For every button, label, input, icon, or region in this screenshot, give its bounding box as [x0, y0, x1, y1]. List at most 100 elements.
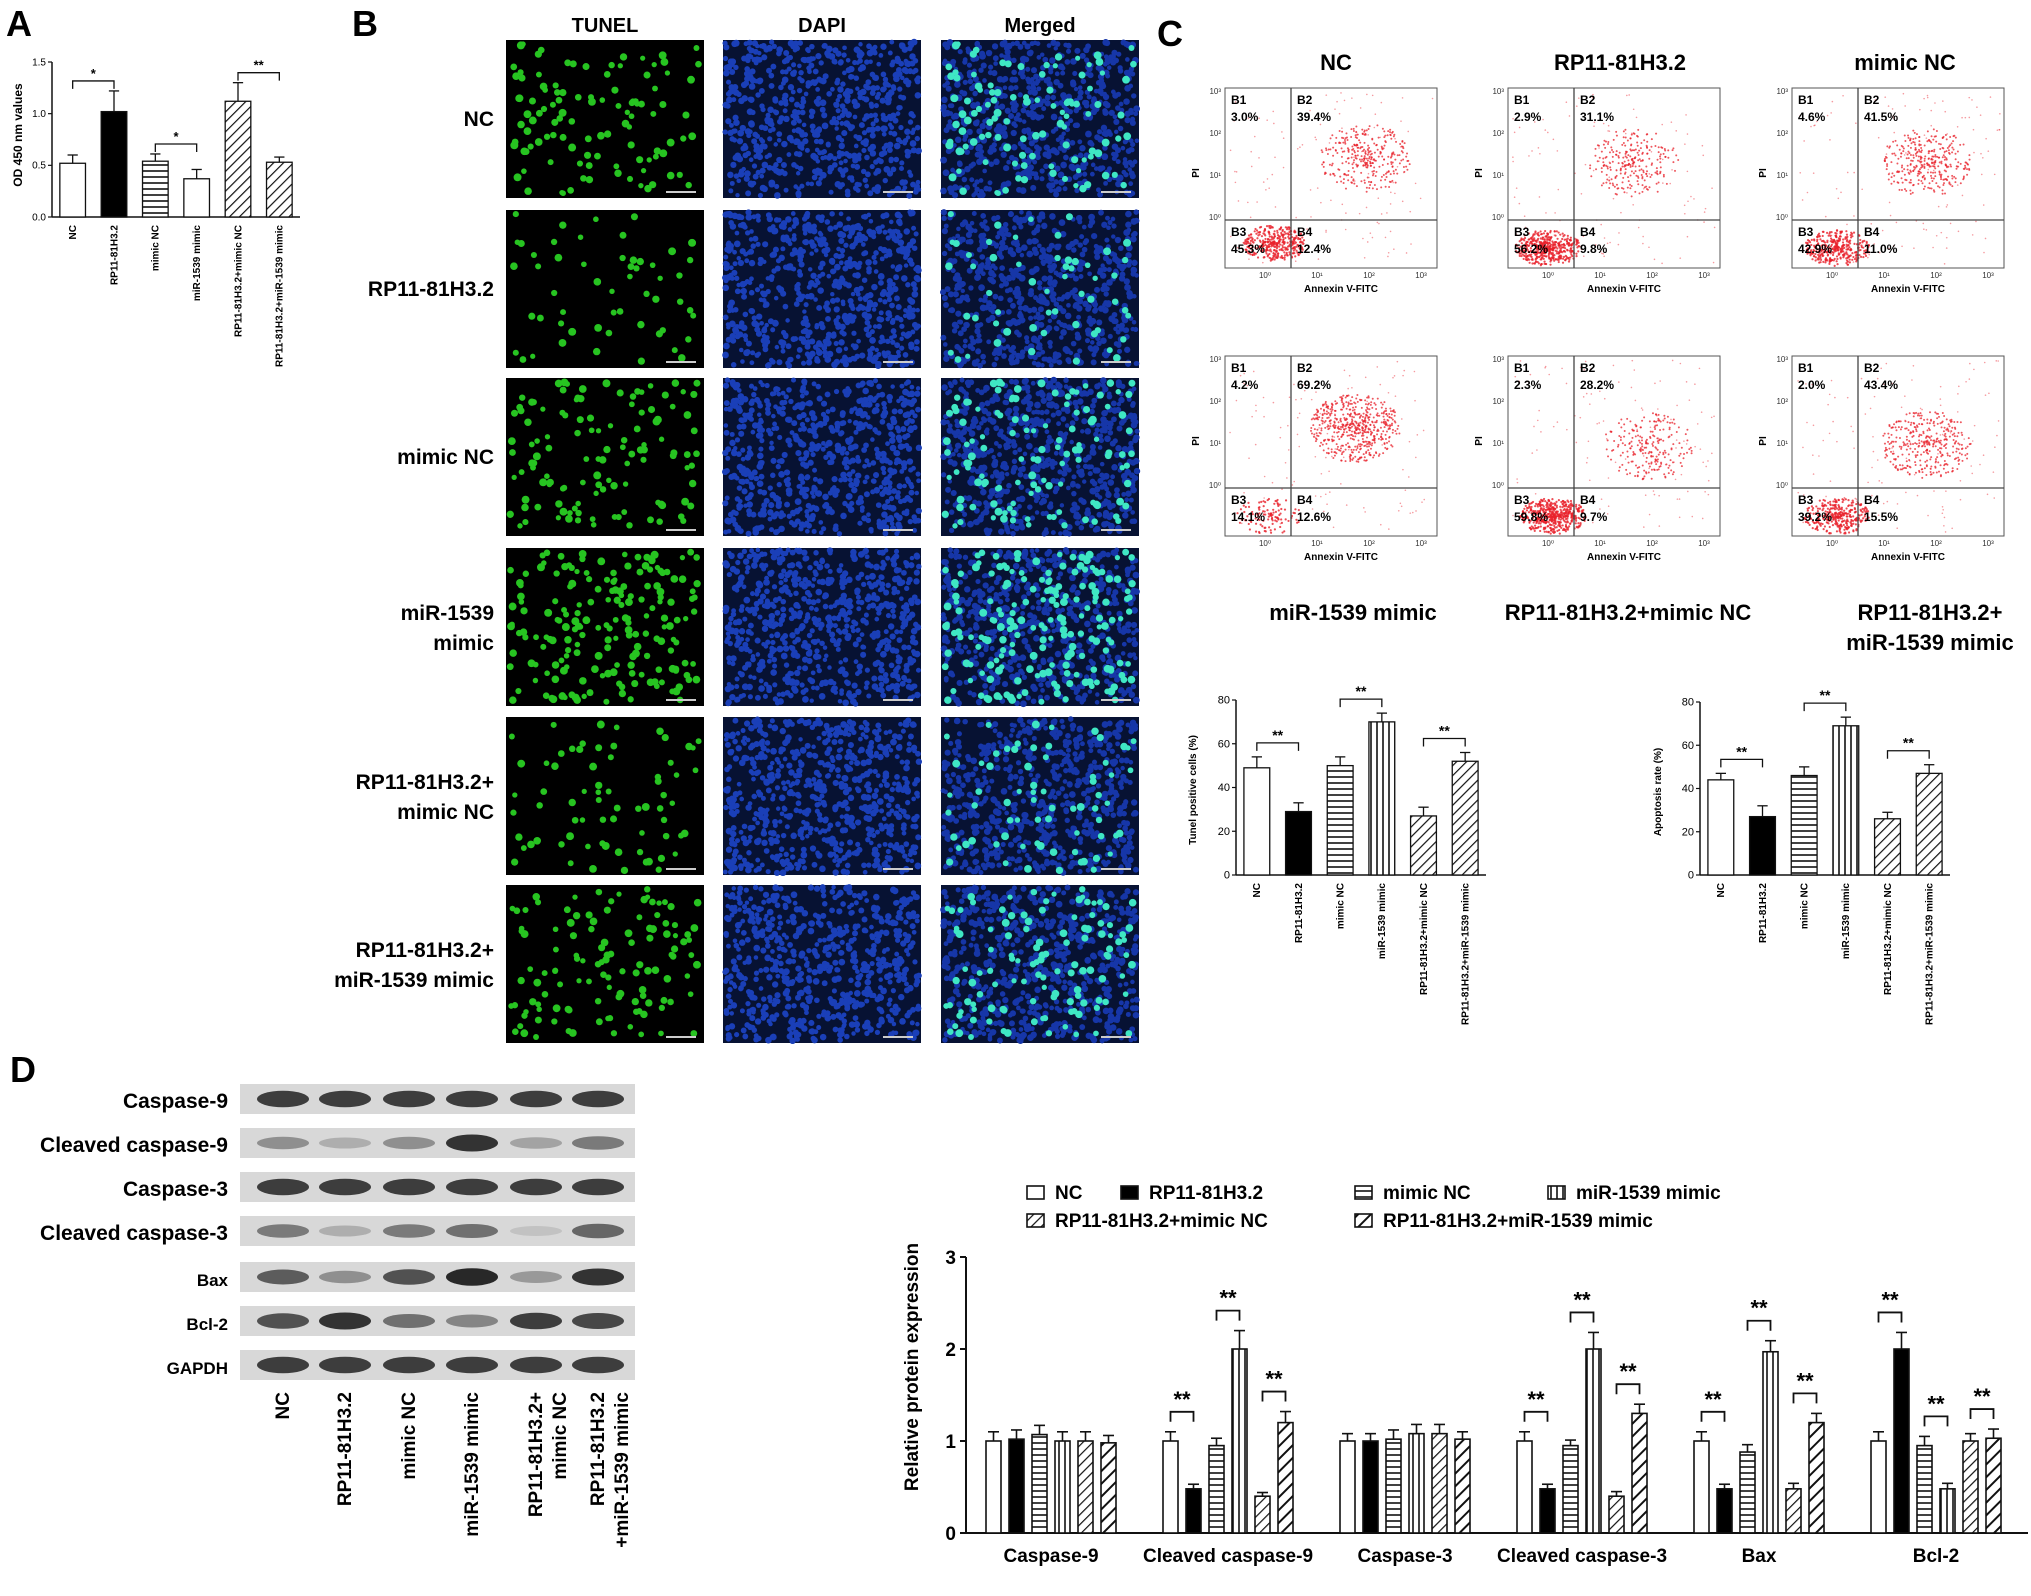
- merged-nucleus: [959, 431, 965, 437]
- tunel-nucleus: [559, 386, 567, 394]
- dapi-nucleus: [839, 275, 845, 281]
- merged-nucleus: [1025, 110, 1031, 116]
- merged-tunel-nucleus: [1115, 389, 1121, 395]
- merged-tunel-nucleus: [963, 441, 970, 448]
- merged-nucleus: [970, 346, 976, 352]
- tunel-nucleus: [651, 61, 657, 68]
- merged-nucleus: [979, 122, 986, 130]
- merged-tunel-nucleus: [1123, 132, 1132, 141]
- dapi-nucleus: [912, 285, 918, 292]
- merged-nucleus: [1128, 181, 1134, 187]
- merged-nucleus: [1107, 504, 1113, 511]
- merged-tunel-nucleus: [1111, 272, 1118, 279]
- dapi-nucleus: [859, 380, 866, 387]
- dapi-nucleus: [890, 317, 896, 323]
- tunel-nucleus: [688, 462, 695, 469]
- dapi-nucleus: [781, 140, 788, 148]
- merged-nucleus: [1039, 168, 1045, 174]
- merged-nucleus: [1115, 159, 1121, 165]
- merged-nucleus: [1130, 401, 1136, 407]
- dapi-nucleus: [819, 106, 826, 113]
- merged-nucleus: [991, 361, 998, 368]
- dapi-nucleus: [792, 69, 797, 75]
- dapi-nucleus: [811, 494, 816, 499]
- tunel-nucleus: [543, 549, 551, 557]
- dapi-nucleus: [808, 410, 816, 417]
- dapi-nucleus: [897, 443, 905, 450]
- tunel-nucleus: [540, 643, 547, 650]
- merged-nucleus: [1117, 125, 1124, 132]
- dapi-nucleus: [725, 446, 732, 453]
- merged-nucleus: [1031, 89, 1038, 96]
- merged-nucleus: [1087, 72, 1094, 79]
- tunel-nucleus: [581, 693, 587, 700]
- tunel-nucleus: [622, 481, 629, 487]
- dapi-nucleus: [861, 147, 867, 154]
- dapi-nucleus: [833, 388, 840, 395]
- merged-nucleus: [957, 161, 963, 168]
- merged-nucleus: [1089, 450, 1095, 456]
- tunel-nucleus: [564, 636, 572, 644]
- merged-tunel-nucleus: [1050, 102, 1057, 109]
- merged-nucleus: [984, 400, 991, 407]
- merged-tunel-nucleus: [1032, 131, 1040, 140]
- dapi-nucleus: [896, 637, 903, 643]
- tunel-nucleus: [534, 50, 542, 58]
- tunel-nucleus: [583, 151, 592, 159]
- merged-tunel-nucleus: [1067, 98, 1074, 105]
- tunel-nucleus: [595, 456, 602, 462]
- dapi-nucleus: [847, 357, 853, 363]
- merged-nucleus: [940, 334, 947, 341]
- dapi-nucleus: [889, 504, 897, 512]
- dapi-nucleus: [827, 169, 833, 175]
- x-tick-label: RP11-81H3.2+mimic NC: [233, 225, 244, 337]
- dapi-nucleus: [862, 177, 868, 183]
- tunel-nucleus: [528, 312, 536, 320]
- merged-nucleus: [1004, 107, 1011, 114]
- dapi-nucleus: [878, 316, 885, 323]
- merged-nucleus: [959, 221, 966, 228]
- panel-a-ylabel: OD 450 nm values: [11, 83, 25, 187]
- merged-tunel-nucleus: [946, 474, 952, 481]
- merged-nucleus: [1071, 501, 1078, 508]
- dapi-nucleus: [789, 251, 796, 257]
- merged-nucleus: [1042, 56, 1049, 63]
- merged-nucleus: [1077, 298, 1084, 305]
- dapi-nucleus: [797, 40, 804, 46]
- dapi-nucleus: [822, 657, 828, 663]
- dapi-nucleus: [860, 168, 867, 175]
- tunel-nucleus: [528, 116, 537, 125]
- dapi-nucleus: [725, 118, 732, 125]
- dapi-nucleus: [842, 265, 849, 272]
- merged-tunel-nucleus: [994, 386, 1002, 394]
- merged-nucleus: [1114, 236, 1122, 244]
- dapi-nucleus: [863, 96, 870, 103]
- merged-nucleus: [1006, 159, 1012, 165]
- tunel-nucleus: [512, 349, 519, 356]
- merged-nucleus: [947, 389, 953, 394]
- merged-nucleus: [1102, 481, 1108, 486]
- merged-nucleus: [1069, 439, 1074, 445]
- bar: [59, 162, 87, 218]
- dapi-nucleus: [879, 256, 885, 262]
- merged-tunel-nucleus: [969, 503, 977, 511]
- dapi-nucleus: [815, 422, 821, 428]
- merged-nucleus: [1126, 263, 1131, 268]
- dapi-nucleus: [781, 96, 787, 101]
- merged-nucleus: [942, 112, 947, 118]
- merged-nucleus: [1073, 86, 1079, 92]
- merged-tunel-nucleus: [1128, 379, 1136, 387]
- merged-tunel-nucleus: [1013, 385, 1022, 393]
- tunel-nucleus: [683, 615, 689, 622]
- dapi-nucleus: [737, 331, 744, 338]
- tunel-nucleus: [638, 182, 644, 189]
- dapi-nucleus: [729, 180, 735, 186]
- merged-tunel-nucleus: [980, 444, 988, 452]
- merged-nucleus: [1010, 240, 1017, 246]
- dapi-nucleus: [761, 625, 769, 632]
- merged-image: [940, 209, 1140, 369]
- tunel-nucleus: [690, 390, 698, 398]
- merged-nucleus: [1047, 264, 1052, 269]
- merged-nucleus: [977, 338, 983, 344]
- dapi-nucleus: [781, 512, 787, 518]
